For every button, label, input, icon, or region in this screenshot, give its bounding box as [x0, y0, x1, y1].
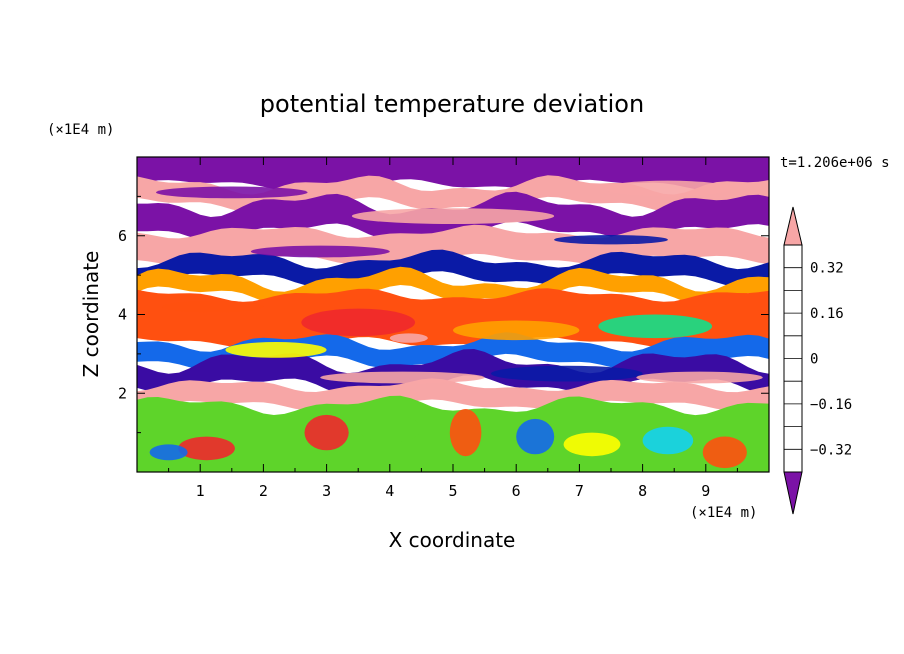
field-eddy	[563, 432, 621, 457]
field-eddy	[250, 245, 390, 258]
colorbar-tick-label: 0.16	[810, 306, 844, 322]
y-tick-label: 2	[118, 384, 127, 402]
field-eddy	[453, 320, 580, 341]
x-tick-label: 7	[575, 482, 584, 500]
field-eddy	[604, 180, 732, 197]
y-tick-label: 4	[118, 306, 127, 324]
x-tick-label: 8	[638, 482, 647, 500]
y-axis: 2 4 6	[118, 195, 769, 434]
field-eddy	[516, 418, 555, 455]
field-eddy	[636, 371, 763, 384]
field-band	[137, 157, 769, 191]
field-eddy	[491, 365, 643, 382]
field-eddy	[598, 314, 713, 339]
x-tick-label: 2	[259, 482, 268, 500]
y-tick-label: 6	[118, 227, 127, 245]
field-eddy	[642, 426, 694, 455]
x-tick-label: 4	[385, 482, 394, 500]
y-unit-label: (×1E4 m)	[47, 122, 114, 138]
field-eddy	[149, 444, 188, 461]
x-tick-label: 1	[196, 482, 205, 500]
x-unit-label: (×1E4 m)	[690, 505, 757, 521]
field-band	[137, 332, 769, 370]
field-eddy	[702, 436, 747, 469]
chart-title: potential temperature deviation	[260, 90, 644, 118]
field-band	[137, 175, 769, 213]
field-band	[137, 249, 769, 287]
colorbar: 0.32 0.16 0 −0.16 −0.32	[783, 206, 852, 515]
colorbar-extend-high	[783, 206, 803, 246]
field-eddy	[304, 414, 349, 451]
x-axis-label: X coordinate	[389, 528, 516, 552]
plot-area	[137, 157, 769, 472]
colorbar-extend-low	[783, 471, 803, 515]
field-eddy	[178, 436, 235, 461]
x-tick-label: 3	[322, 482, 331, 500]
time-label: t=1.206e+06 s	[780, 155, 890, 171]
field-eddy	[351, 208, 555, 225]
field-eddy	[225, 342, 327, 358]
field-eddy	[156, 186, 308, 199]
x-tick-label: 6	[512, 482, 521, 500]
field-eddy	[389, 333, 428, 343]
colorbar-tick-label: 0	[810, 352, 818, 368]
field-eddy	[554, 235, 668, 245]
colorbar-tick-label: −0.32	[810, 442, 852, 458]
field-eddy	[358, 414, 422, 443]
field-eddy	[162, 300, 264, 313]
field-eddy	[301, 308, 416, 337]
field-eddy	[449, 409, 482, 457]
field-band	[137, 378, 769, 411]
colorbar-tick-label: −0.16	[810, 397, 852, 413]
x-tick-label: 9	[701, 482, 710, 500]
colorbar-tick-label: 0.32	[810, 261, 844, 277]
field-eddy	[320, 371, 485, 384]
y-axis-label: Z coordinate	[79, 251, 103, 378]
x-tick-label: 5	[448, 482, 457, 500]
x-axis: 1 2 3 4 5 6 7 8 9	[168, 157, 738, 500]
